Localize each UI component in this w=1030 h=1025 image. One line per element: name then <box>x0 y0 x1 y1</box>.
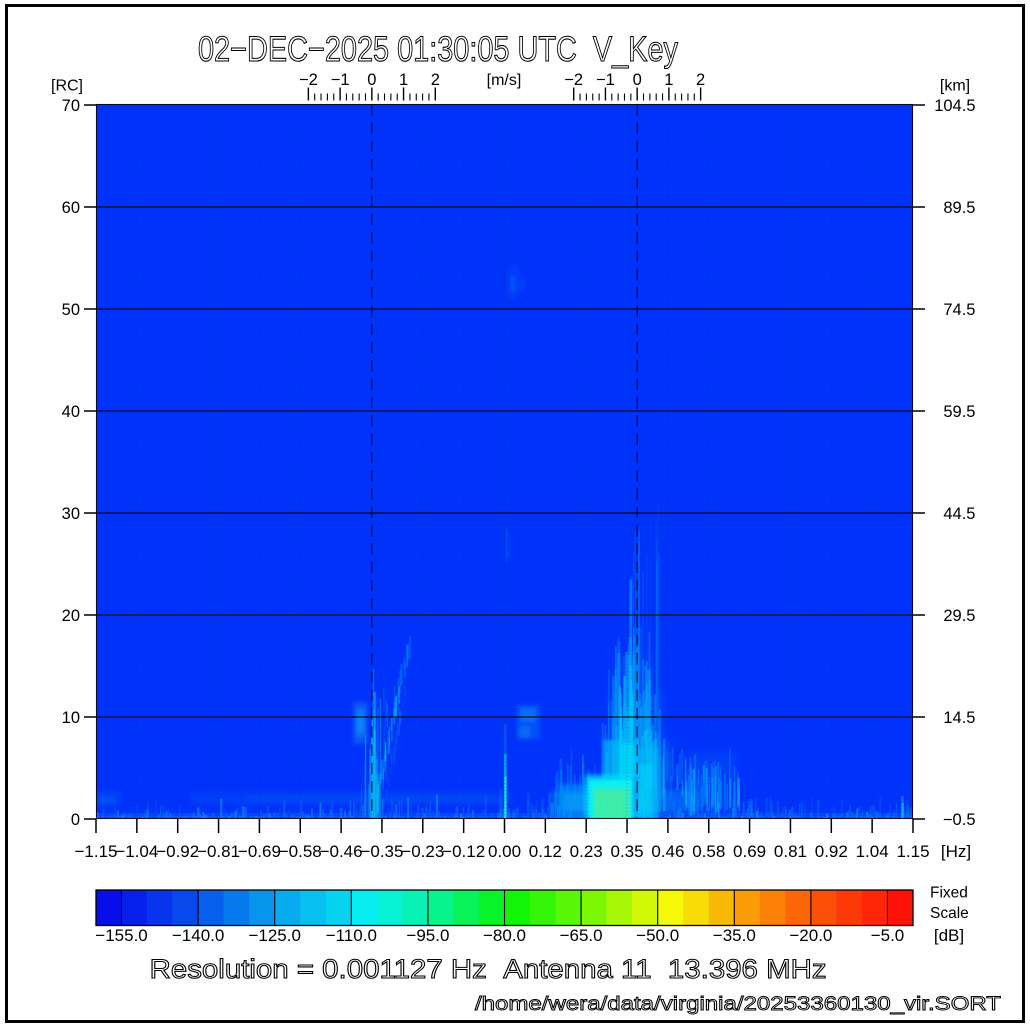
svg-text:0: 0 <box>71 811 80 829</box>
svg-text:1: 1 <box>399 71 408 89</box>
svg-text:0.46: 0.46 <box>651 842 684 861</box>
svg-text:−155.0: −155.0 <box>95 926 147 945</box>
svg-text:44.5: 44.5 <box>943 505 975 523</box>
svg-text:14.5: 14.5 <box>943 709 975 727</box>
svg-text:/home/wera/data/virginia/20253: /home/wera/data/virginia/20253360130_vir… <box>475 994 1001 1015</box>
svg-text:0: 0 <box>367 71 376 89</box>
svg-text:Resolution = 0.001127 Hz Ante: Resolution = 0.001127 Hz Antenna 11 13.3… <box>150 954 827 984</box>
svg-text:−0.58: −0.58 <box>279 842 322 861</box>
svg-text:50: 50 <box>62 301 80 319</box>
svg-text:70: 70 <box>62 97 80 115</box>
svg-text:0.69: 0.69 <box>733 842 766 861</box>
svg-text:02−DEC−2025 01:30:05 UTC V_Ke: 02−DEC−2025 01:30:05 UTC V_Key <box>198 30 678 69</box>
svg-text:−35.0: −35.0 <box>713 926 756 945</box>
svg-text:2: 2 <box>431 71 440 89</box>
svg-text:−0.12: −0.12 <box>442 842 485 861</box>
svg-text:−80.0: −80.0 <box>483 926 526 945</box>
svg-text:Scale: Scale <box>930 905 969 922</box>
svg-text:29.5: 29.5 <box>943 607 975 625</box>
svg-text:0.00: 0.00 <box>488 842 521 861</box>
svg-text:74.5: 74.5 <box>943 301 975 319</box>
svg-text:−1.15: −1.15 <box>74 842 117 861</box>
svg-text:0.81: 0.81 <box>774 842 807 861</box>
svg-text:0.35: 0.35 <box>611 842 644 861</box>
svg-text:30: 30 <box>62 505 80 523</box>
svg-text:1: 1 <box>664 71 673 89</box>
svg-text:−0.81: −0.81 <box>197 842 240 861</box>
svg-text:1.04: 1.04 <box>856 842 889 861</box>
svg-text:−1: −1 <box>331 71 350 89</box>
svg-text:40: 40 <box>62 403 80 421</box>
svg-text:20: 20 <box>62 607 80 625</box>
svg-text:104.5: 104.5 <box>934 97 975 115</box>
svg-text:59.5: 59.5 <box>943 403 975 421</box>
svg-text:−2: −2 <box>299 71 318 89</box>
svg-text:−20.0: −20.0 <box>789 926 832 945</box>
svg-text:[RC]: [RC] <box>51 78 83 95</box>
svg-text:89.5: 89.5 <box>943 199 975 217</box>
svg-text:−0.23: −0.23 <box>401 842 444 861</box>
svg-text:−0.92: −0.92 <box>156 842 199 861</box>
svg-text:−0.69: −0.69 <box>238 842 281 861</box>
svg-text:−2: −2 <box>564 71 583 89</box>
svg-text:−125.0: −125.0 <box>248 926 300 945</box>
svg-text:−110.0: −110.0 <box>326 926 377 945</box>
svg-text:−50.0: −50.0 <box>636 926 679 945</box>
svg-text:−65.0: −65.0 <box>560 926 603 945</box>
svg-text:−0.46: −0.46 <box>320 842 363 861</box>
svg-text:[m/s]: [m/s] <box>487 72 522 89</box>
svg-text:60: 60 <box>62 199 80 217</box>
svg-text:1.15: 1.15 <box>896 842 929 861</box>
svg-text:0.12: 0.12 <box>529 842 562 861</box>
svg-text:−5.0: −5.0 <box>871 926 905 945</box>
svg-text:0.58: 0.58 <box>692 842 725 861</box>
svg-text:−140.0: −140.0 <box>172 926 224 945</box>
svg-text:0.92: 0.92 <box>815 842 848 861</box>
svg-text:0: 0 <box>633 71 642 89</box>
svg-text:Fixed: Fixed <box>930 885 968 902</box>
svg-text:0.23: 0.23 <box>570 842 603 861</box>
svg-text:2: 2 <box>696 71 705 89</box>
svg-text:−0.5: −0.5 <box>943 811 976 829</box>
svg-text:[Hz]: [Hz] <box>941 842 971 861</box>
svg-text:−0.35: −0.35 <box>360 842 403 861</box>
svg-text:−95.0: −95.0 <box>406 926 449 945</box>
svg-text:[dB]: [dB] <box>934 926 964 945</box>
svg-text:−1: −1 <box>596 71 615 89</box>
svg-text:−1.04: −1.04 <box>115 842 158 861</box>
svg-text:[km]: [km] <box>940 78 970 95</box>
svg-text:10: 10 <box>62 709 80 727</box>
